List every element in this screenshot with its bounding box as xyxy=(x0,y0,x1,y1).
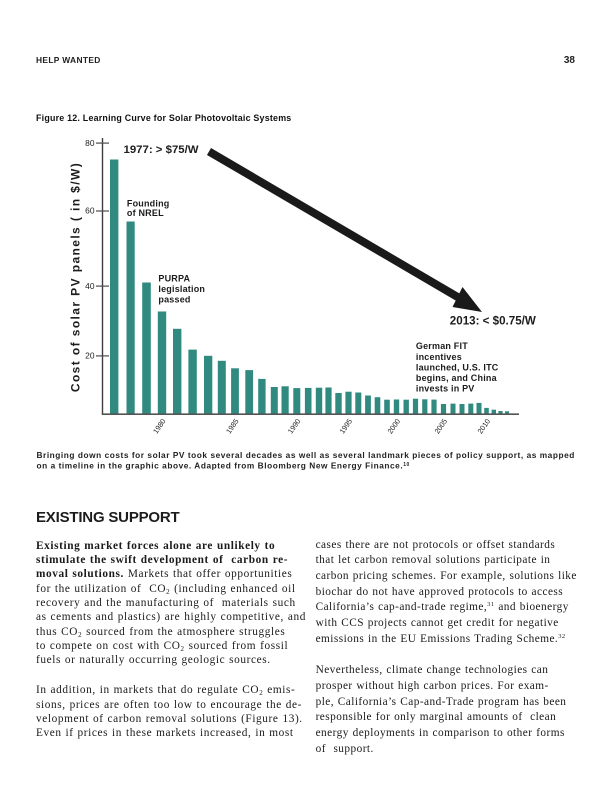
svg-text:2000: 2000 xyxy=(385,417,402,435)
svg-text:German FIT: German FIT xyxy=(416,341,468,351)
svg-text:1980: 1980 xyxy=(151,417,168,435)
svg-text:PURPA: PURPA xyxy=(158,274,190,284)
svg-text:20: 20 xyxy=(85,351,95,361)
svg-text:40: 40 xyxy=(85,281,95,291)
svg-text:Founding: Founding xyxy=(127,198,170,208)
svg-text:passed: passed xyxy=(158,294,190,304)
svg-text:begins, and China: begins, and China xyxy=(416,373,498,383)
svg-text:2010: 2010 xyxy=(475,417,492,435)
svg-text:invests in PV: invests in PV xyxy=(416,384,475,394)
svg-text:launched, U.S. ITC: launched, U.S. ITC xyxy=(416,362,499,372)
svg-text:1977: > $75/W: 1977: > $75/W xyxy=(124,144,199,156)
svg-text:of NREL: of NREL xyxy=(127,208,164,218)
svg-text:Cost of solar PV panels ( in $: Cost of solar PV panels ( in $/W) xyxy=(69,162,83,392)
svg-text:legislation: legislation xyxy=(158,284,205,294)
svg-text:2013: < $0.75/W: 2013: < $0.75/W xyxy=(450,314,536,327)
svg-text:1990: 1990 xyxy=(286,417,303,435)
svg-text:1985: 1985 xyxy=(224,417,241,435)
svg-text:60: 60 xyxy=(85,206,95,216)
svg-text:80: 80 xyxy=(85,138,95,148)
svg-text:2005: 2005 xyxy=(432,417,449,435)
svg-text:1995: 1995 xyxy=(337,417,354,435)
svg-text:incentives: incentives xyxy=(416,352,462,362)
